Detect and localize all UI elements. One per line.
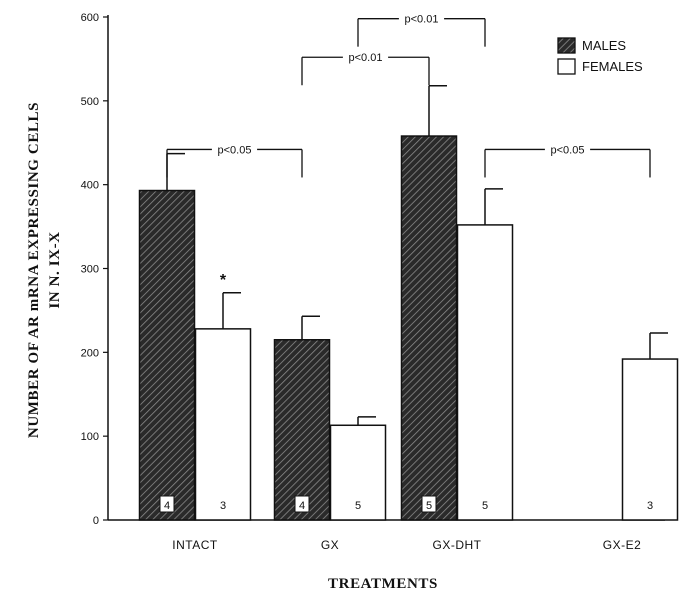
p-value-label: p<0.01 — [405, 14, 439, 26]
bar-females — [456, 224, 514, 521]
n-label: 3 — [220, 500, 226, 512]
y-tick-label: 300 — [81, 264, 99, 276]
bar-males — [400, 135, 458, 521]
y-tick-label: 400 — [81, 180, 99, 192]
bar-females — [621, 358, 679, 521]
y-tick-label: 0 — [93, 515, 99, 527]
significance-bracket: p<0.01 — [301, 52, 430, 86]
significance-bracket: p<0.05 — [166, 144, 303, 178]
x-category-label: GX-DHT — [433, 538, 482, 552]
n-label-box — [421, 495, 437, 513]
legend-label: FEMALES — [582, 59, 643, 74]
y-axis-title-line: IN N. IX-X — [47, 231, 63, 308]
bar-males — [138, 189, 196, 521]
x-axis-title: TREATMENTS — [328, 576, 438, 592]
y-tick-label: 100 — [81, 431, 99, 443]
n-label-box — [159, 495, 175, 513]
p-value-label: p<0.05 — [551, 144, 585, 156]
p-value-label: p<0.01 — [349, 52, 383, 64]
p-value-label: p<0.05 — [218, 144, 252, 156]
legend-label: MALES — [582, 38, 626, 53]
x-category-label: GX-E2 — [603, 538, 642, 552]
n-label: 3 — [647, 500, 653, 512]
significance-star: * — [220, 272, 227, 289]
y-axis-title: NUMBER OF AR mRNA EXPRESSING CELLS IN N. … — [26, 102, 63, 438]
bars: 4 4 5 3 5 5 3 — [138, 84, 679, 521]
n-label-box — [294, 495, 310, 513]
axis-titles: TREATMENTS NUMBER OF AR mRNA EXPRESSING C… — [26, 102, 438, 592]
n-label: 5 — [355, 500, 361, 512]
significance-bracket: p<0.05 — [484, 144, 651, 178]
significance-bracket: p<0.01 — [357, 14, 486, 47]
legend-swatch-males — [557, 37, 576, 54]
legend-swatch-females — [557, 58, 576, 75]
y-tick-label: 600 — [81, 12, 99, 24]
bar-males — [273, 339, 331, 521]
y-tick-label: 200 — [81, 347, 99, 359]
legend: MALES FEMALES — [557, 37, 643, 75]
bar-females — [329, 424, 387, 521]
n-label: 4 — [164, 500, 170, 512]
n-label: 5 — [482, 500, 488, 512]
annotations: * p<0.05 p<0.01 p<0.01 p<0.05 — [166, 14, 651, 289]
x-category-label: GX — [321, 538, 339, 552]
n-label: 4 — [299, 500, 305, 512]
y-tick-label: 500 — [81, 96, 99, 108]
y-axis-title-line: NUMBER OF AR mRNA EXPRESSING CELLS — [26, 102, 42, 438]
n-label: 5 — [426, 500, 432, 512]
bar-females — [194, 328, 252, 521]
x-category-label: INTACT — [172, 538, 218, 552]
